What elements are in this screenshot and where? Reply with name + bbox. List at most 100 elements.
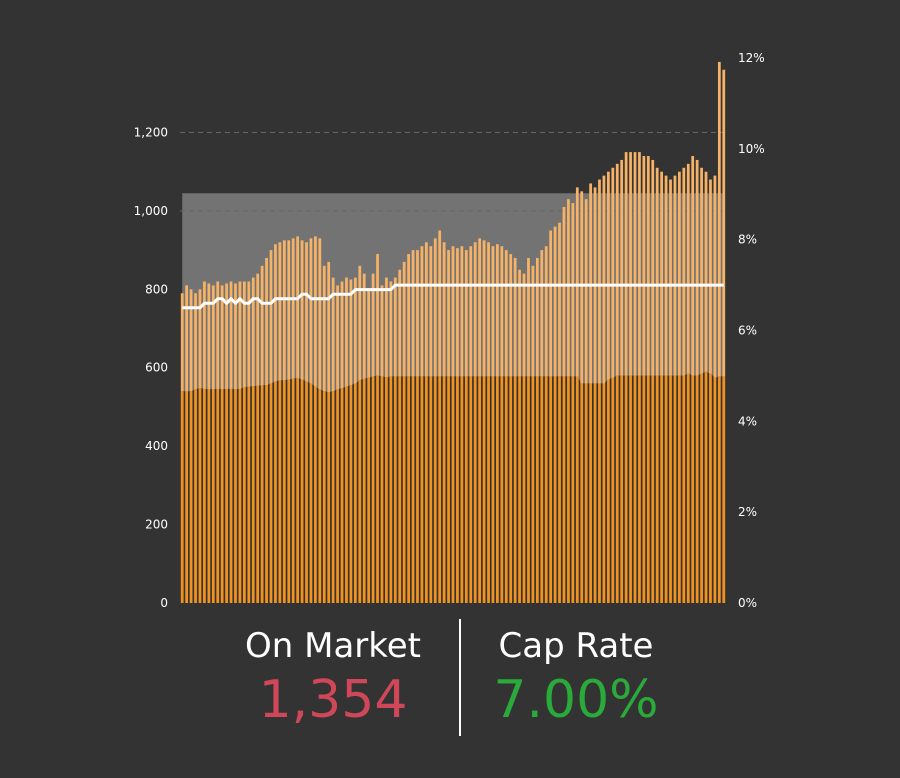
bar-1 <box>185 391 189 603</box>
bar-upper-56 <box>429 246 433 377</box>
bar-upper-10 <box>225 283 228 389</box>
bar-114 <box>686 373 690 603</box>
bar-102 <box>633 375 637 603</box>
bar-upper-94 <box>598 179 601 384</box>
bar-upper-66 <box>473 242 477 377</box>
bar-upper-6 <box>207 283 211 390</box>
bar-41 <box>362 378 366 603</box>
bar-upper-5 <box>203 281 206 389</box>
bar-upper-4 <box>198 289 202 389</box>
bar-38 <box>349 385 353 603</box>
bar-upper-117 <box>700 167 703 374</box>
bar-upper-36 <box>340 281 344 389</box>
bar-26 <box>296 377 300 603</box>
bar-upper-83 <box>549 230 553 377</box>
chart-container: 0 200 400 600 800 1,000 1,200 0% 2% 4% 6% 8% 10% 12% <box>134 51 765 610</box>
bar-27 <box>300 379 304 603</box>
bar-upper-47 <box>389 281 393 377</box>
right-axis-tick-4: 8% <box>738 233 757 247</box>
left-axis-tick-4: 800 <box>145 282 168 296</box>
bar-109 <box>664 375 668 603</box>
bar-18 <box>260 385 264 603</box>
bar-31 <box>318 389 322 603</box>
bar-upper-74 <box>509 254 513 377</box>
bar-upper-108 <box>660 171 664 376</box>
bar-14 <box>242 387 246 603</box>
bar-71 <box>496 376 499 603</box>
left-axis-tick-0: 0 <box>160 596 168 610</box>
bar-upper-96 <box>606 171 610 380</box>
bar-upper-116 <box>695 159 699 376</box>
bar-upper-69 <box>487 242 490 377</box>
bar-54 <box>420 376 424 603</box>
bar-4 <box>198 388 202 603</box>
bar-upper-106 <box>651 159 655 376</box>
bar-9 <box>220 389 224 603</box>
bar-21 <box>274 381 277 603</box>
bar-upper-92 <box>589 183 592 384</box>
bar-upper-45 <box>380 285 384 377</box>
bar-upper-109 <box>664 175 668 376</box>
bar-upper-16 <box>251 277 255 387</box>
bar-upper-17 <box>256 273 260 386</box>
bar-upper-13 <box>238 281 242 389</box>
bar-63 <box>460 376 464 603</box>
bar-upper-12 <box>234 283 237 390</box>
bar-upper-91 <box>584 199 588 384</box>
bar-59 <box>442 376 446 603</box>
bar-upper-70 <box>491 246 495 377</box>
bar-upper-77 <box>522 273 526 377</box>
bar-35 <box>336 389 339 603</box>
bar-upper-51 <box>407 254 410 377</box>
bar-93 <box>593 383 597 603</box>
bar-52 <box>411 376 415 603</box>
bar-103 <box>638 375 641 603</box>
bar-108 <box>660 375 664 603</box>
bar-49 <box>398 376 402 603</box>
bar-47 <box>389 376 393 603</box>
bar-42 <box>367 377 371 603</box>
bar-upper-55 <box>424 242 428 377</box>
bar-upper-48 <box>393 277 397 377</box>
bar-6 <box>207 389 211 603</box>
bar-105 <box>646 375 650 603</box>
bar-80 <box>535 376 539 603</box>
bar-upper-88 <box>571 203 575 377</box>
bar-upper-40 <box>358 265 362 381</box>
bar-upper-49 <box>398 269 402 377</box>
bar-51 <box>407 376 410 603</box>
cap-rate-kpi: Cap Rate 7.00% <box>426 620 726 730</box>
bar-upper-121 <box>717 61 721 377</box>
bar-113 <box>682 375 686 603</box>
bar-23 <box>282 380 286 603</box>
bar-upper-103 <box>638 152 641 376</box>
bar-43 <box>371 376 375 603</box>
right-axis-tick-0: 0% <box>738 596 757 610</box>
bar-upper-95 <box>602 175 606 384</box>
bar-upper-76 <box>518 269 521 377</box>
bar-upper-27 <box>300 240 304 380</box>
bar-91 <box>584 383 588 603</box>
bar-upper-8 <box>216 281 220 389</box>
bar-upper-19 <box>265 257 268 385</box>
market-chart: 0 200 400 600 800 1,000 1,200 0% 2% 4% 6% 8% 10% 12% <box>134 51 765 610</box>
bar-upper-72 <box>500 246 504 377</box>
bar-upper-35 <box>336 285 339 390</box>
left-axis-tick-3: 600 <box>145 361 168 375</box>
bar-upper-80 <box>535 257 539 377</box>
bar-90 <box>580 383 584 603</box>
bar-8 <box>216 388 220 603</box>
bar-upper-62 <box>456 248 459 377</box>
bar-48 <box>393 376 397 603</box>
bar-upper-102 <box>633 152 637 376</box>
bar-36 <box>340 388 344 603</box>
bar-upper-53 <box>416 250 419 377</box>
right-axis-tick-1: 2% <box>738 505 757 519</box>
bar-upper-2 <box>189 289 193 392</box>
bar-116 <box>695 375 699 603</box>
bar-78 <box>527 376 530 603</box>
bar-84 <box>553 376 557 603</box>
bar-112 <box>678 375 681 603</box>
bar-106 <box>651 375 655 603</box>
bar-upper-111 <box>673 175 677 376</box>
